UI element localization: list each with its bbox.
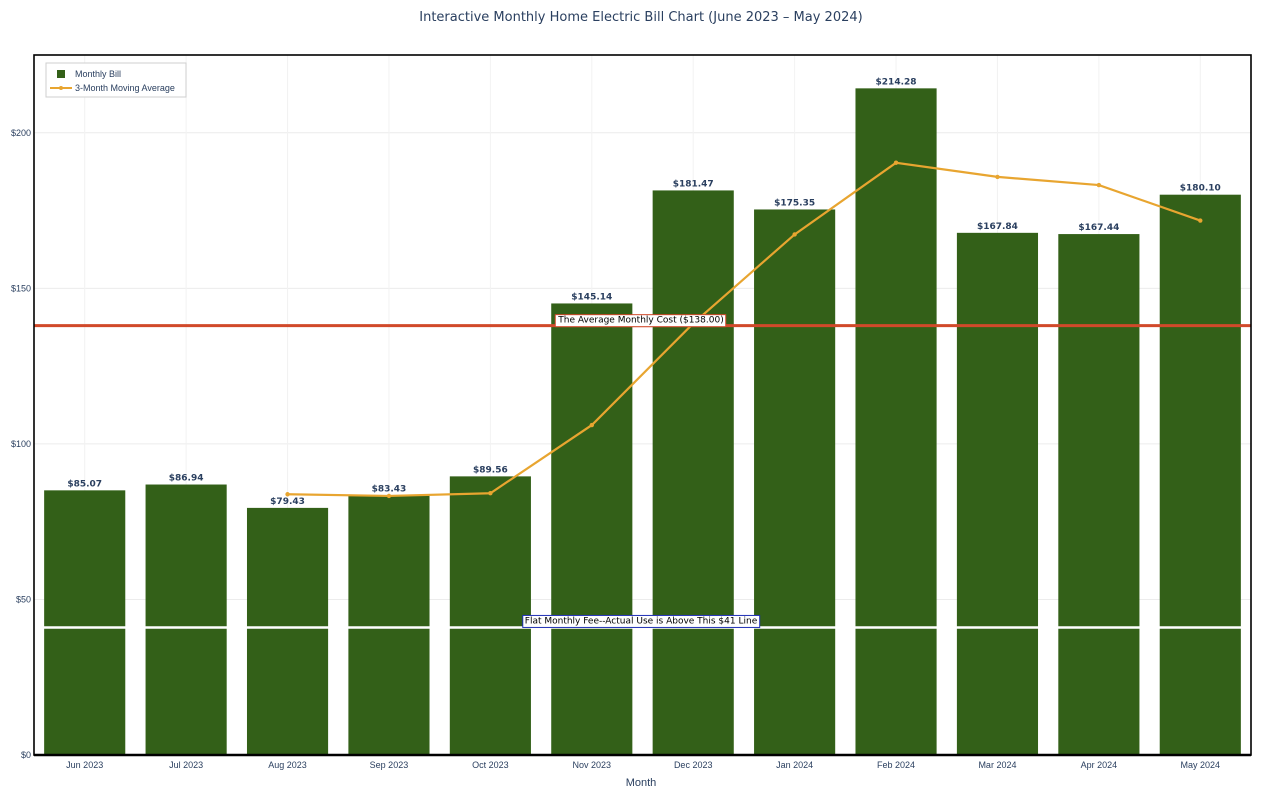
moving-average-point[interactable] xyxy=(792,232,797,237)
x-tick-label: May 2024 xyxy=(1181,760,1221,770)
y-tick-label: $0 xyxy=(21,750,31,760)
x-tick-label: Oct 2023 xyxy=(472,760,509,770)
bar-feb-2024[interactable] xyxy=(855,88,937,755)
moving-average-point[interactable] xyxy=(893,160,899,165)
bar-value-label: $167.84 xyxy=(977,222,1018,232)
bars-group xyxy=(44,88,1241,756)
annotation-box xyxy=(522,614,761,628)
legend-marker-moving-average xyxy=(59,86,63,90)
bar-value-label: $214.28 xyxy=(876,77,917,87)
bar-value-label: $180.10 xyxy=(1180,184,1221,194)
bar-oct-2023[interactable] xyxy=(449,476,531,755)
moving-average-point[interactable] xyxy=(285,492,290,497)
annotation-text: The Average Monthly Cost ($138.00) xyxy=(557,316,723,326)
bar-value-label: $181.47 xyxy=(673,179,714,189)
legend[interactable]: Monthly Bill 3-Month Moving Average xyxy=(45,62,187,98)
bar-sep-2023[interactable] xyxy=(348,495,430,755)
annotation-text: Flat Monthly Fee--Actual Use is Above Th… xyxy=(525,616,758,626)
y-tick-label: $150 xyxy=(11,283,31,293)
annotations: The Average Monthly Cost ($138.00) Flat M… xyxy=(522,314,761,628)
bar-aug-2023[interactable] xyxy=(246,507,329,755)
bar-jul-2023[interactable] xyxy=(145,484,227,755)
moving-average-line[interactable] xyxy=(287,161,1201,498)
y-tick-label: $100 xyxy=(11,439,31,449)
axes: $0 $50 $100 $150 $200 Jun 2023 Jul 2023 Aug 202… xyxy=(11,54,1252,770)
bar-apr-2024[interactable] xyxy=(1058,234,1140,755)
moving-average-point[interactable] xyxy=(488,491,493,496)
bar-nov-2023[interactable] xyxy=(551,303,633,755)
bar-value-label: $175.35 xyxy=(774,198,815,208)
x-tick-label: Jul 2023 xyxy=(169,760,203,770)
x-tick-label: Sep 2023 xyxy=(370,760,409,770)
x-tick-label: Aug 2023 xyxy=(268,760,307,770)
bar-value-label: $86.94 xyxy=(169,474,204,484)
bar-labels-group: $85.07 $86.94 $79.43 $83.43 $89.56 $145.14 $18… xyxy=(67,77,1220,507)
bar-value-label: $85.07 xyxy=(67,479,102,489)
bar-jan-2024[interactable] xyxy=(754,209,836,755)
x-tick-label: Jun 2023 xyxy=(66,760,103,770)
legend-label-moving-average[interactable]: 3-Month Moving Average xyxy=(75,83,175,93)
moving-average-series xyxy=(285,160,1203,499)
bar-value-label: $79.43 xyxy=(270,497,305,507)
bar-may-2024[interactable] xyxy=(1159,194,1241,755)
bar-dec-2023[interactable] xyxy=(652,190,734,756)
bar-value-label: $167.44 xyxy=(1078,223,1119,233)
chart-title: Interactive Monthly Home Electric Bill C… xyxy=(419,10,862,25)
flat-fee-annotation: Flat Monthly Fee--Actual Use is Above Th… xyxy=(522,614,761,628)
y-tick-label: $200 xyxy=(11,128,31,138)
x-tick-label: Jan 2024 xyxy=(776,760,813,770)
annotation-box xyxy=(554,314,727,328)
x-tick-label: Mar 2024 xyxy=(978,760,1016,770)
x-tick-label: Feb 2024 xyxy=(877,760,915,770)
x-tick-label: Dec 2023 xyxy=(674,760,713,770)
average-cost-annotation: The Average Monthly Cost ($138.00) xyxy=(554,314,727,328)
y-tick-label: $50 xyxy=(16,594,31,604)
legend-swatch-monthly-bill[interactable] xyxy=(57,70,65,78)
bar-jun-2023[interactable] xyxy=(44,490,126,755)
x-tick-label: Nov 2023 xyxy=(573,760,612,770)
bar-value-label: $89.56 xyxy=(473,465,508,475)
bar-value-label: $145.14 xyxy=(571,292,612,302)
legend-label-monthly-bill[interactable]: Monthly Bill xyxy=(75,69,121,79)
moving-average-point[interactable] xyxy=(1198,218,1203,223)
x-tick-label: Apr 2024 xyxy=(1081,760,1118,770)
x-axis-title: Month xyxy=(626,777,657,789)
bar-value-label: $83.43 xyxy=(372,484,407,494)
legend-box xyxy=(45,62,187,98)
moving-average-point[interactable] xyxy=(589,422,594,428)
bar-mar-2024[interactable] xyxy=(956,232,1039,755)
moving-average-point[interactable] xyxy=(995,174,1000,180)
moving-average-point[interactable] xyxy=(1096,182,1102,188)
moving-average-point[interactable] xyxy=(386,493,392,499)
